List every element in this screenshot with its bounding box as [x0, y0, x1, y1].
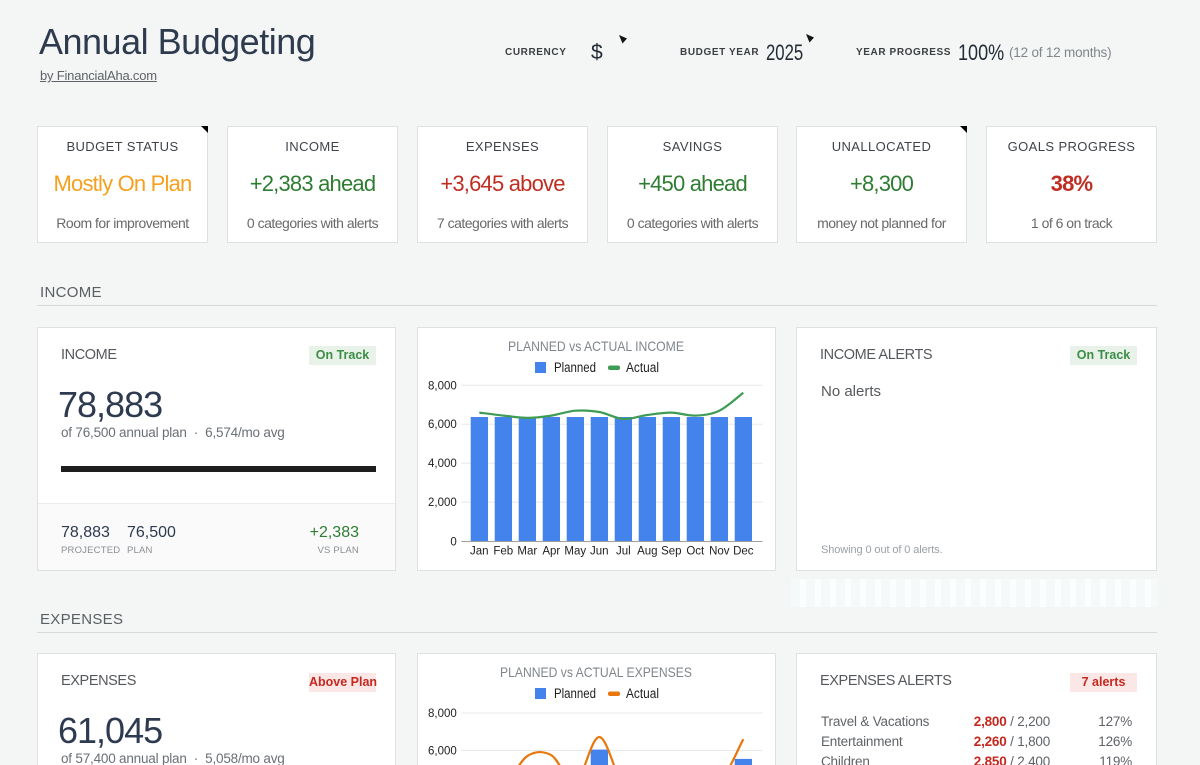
- svg-text:Sep: Sep: [661, 546, 681, 558]
- svg-text:Jul: Jul: [616, 546, 631, 558]
- svg-text:0: 0: [450, 537, 456, 549]
- svg-text:PLANNED vs ACTUAL INCOME: PLANNED vs ACTUAL INCOME: [508, 338, 684, 354]
- svg-text:Planned: Planned: [554, 360, 596, 375]
- svg-text:2,000: 2,000: [428, 497, 457, 509]
- svg-text:Dec: Dec: [733, 546, 754, 558]
- svg-text:6,000: 6,000: [428, 419, 457, 431]
- svg-text:Actual: Actual: [626, 360, 659, 375]
- svg-text:May: May: [564, 546, 586, 558]
- svg-text:8,000: 8,000: [428, 708, 457, 720]
- svg-text:6,000: 6,000: [428, 746, 457, 758]
- svg-text:4,000: 4,000: [428, 458, 457, 470]
- svg-text:Feb: Feb: [493, 546, 513, 558]
- svg-text:Jun: Jun: [590, 546, 609, 558]
- svg-text:Aug: Aug: [637, 546, 657, 558]
- svg-text:Apr: Apr: [542, 546, 560, 558]
- svg-text:Jan: Jan: [470, 546, 489, 558]
- svg-text:Oct: Oct: [686, 546, 705, 558]
- svg-text:Mar: Mar: [517, 546, 537, 558]
- svg-text:Nov: Nov: [709, 546, 730, 558]
- svg-text:8,000: 8,000: [428, 380, 457, 392]
- svg-text:PLANNED vs ACTUAL EXPENSES: PLANNED vs ACTUAL EXPENSES: [500, 664, 692, 680]
- svg-text:Planned: Planned: [554, 686, 596, 701]
- svg-text:Actual: Actual: [626, 686, 659, 701]
